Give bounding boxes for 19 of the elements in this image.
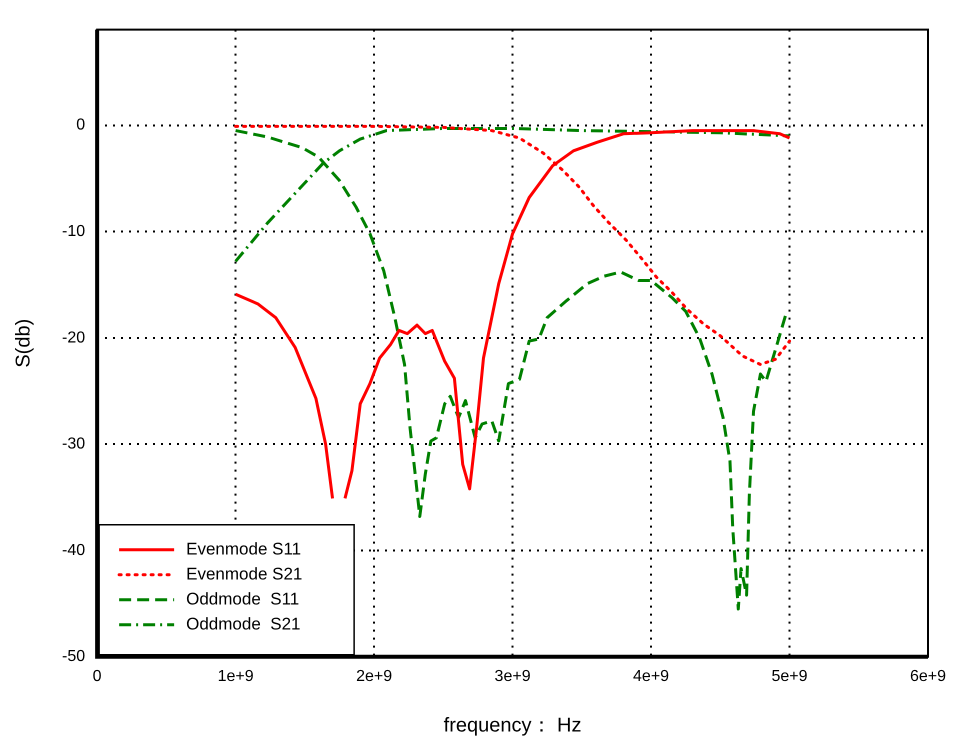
x-tick-label: 5e+9 [771,668,808,685]
y-tick-label: 0 [76,116,86,134]
y-axis-title: S(db) [12,318,35,368]
y-tick-label: -20 [62,329,86,346]
legend-label: Evenmode S11 [186,539,302,558]
y-tick-label: -10 [62,222,86,240]
x-tick-label: 4e+9 [633,668,670,685]
x-axis-title: frequency： Hz [444,714,582,737]
legend-label: Oddmode S11 [186,589,300,608]
legend-label: Evenmode S21 [186,564,302,584]
x-tick-label: 0 [92,668,102,685]
x-tick-label: 2e+9 [356,668,392,685]
x-tick-label: 1e+9 [218,668,254,685]
legend-label: Oddmode S21 [186,614,300,634]
y-tick-label: -40 [62,542,86,559]
x-tick-label: 3e+9 [494,668,531,685]
y-tick-label: -50 [62,648,86,666]
y-tick-label: -30 [62,436,86,453]
x-tick-label: 6e+9 [910,668,946,685]
